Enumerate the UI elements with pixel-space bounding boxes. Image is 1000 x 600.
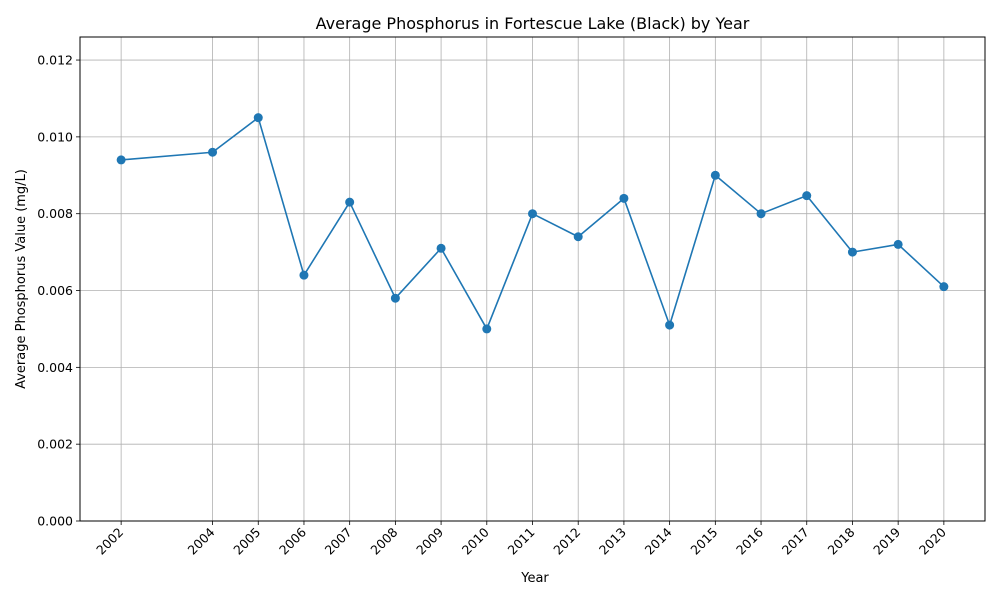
data-points bbox=[116, 113, 949, 334]
y-tick-label: 0.010 bbox=[37, 129, 73, 144]
data-point bbox=[528, 209, 537, 219]
data-point bbox=[756, 209, 766, 219]
data-point bbox=[208, 147, 218, 157]
y-axis: 0.000 0.002 0.004 0.006 0.008 0.010 0.012 bbox=[37, 53, 80, 529]
y-tick-label: 0.012 bbox=[37, 53, 73, 68]
data-point bbox=[345, 197, 355, 207]
series-line bbox=[121, 116, 945, 330]
data-point bbox=[253, 113, 263, 123]
data-point bbox=[573, 232, 583, 242]
data-point bbox=[482, 324, 492, 334]
data-point bbox=[665, 320, 675, 330]
y-tick-label: 0.008 bbox=[37, 206, 73, 221]
data-point bbox=[299, 270, 309, 280]
y-tick-label: 0.002 bbox=[37, 437, 73, 452]
x-axis-label: Year bbox=[520, 571, 549, 586]
data-point bbox=[390, 293, 400, 303]
y-tick-label: 0.000 bbox=[37, 514, 73, 529]
y-tick-label: 0.006 bbox=[37, 283, 73, 298]
data-point bbox=[802, 191, 812, 201]
data-point bbox=[436, 243, 446, 253]
data-point bbox=[710, 170, 720, 180]
series-line-layer bbox=[121, 116, 945, 330]
data-point bbox=[116, 155, 126, 165]
grid bbox=[80, 37, 985, 522]
y-tick-label: 0.004 bbox=[37, 360, 73, 375]
chart-title: Average Phosphorus in Fortescue Lake (Bl… bbox=[316, 14, 750, 33]
data-point bbox=[939, 282, 949, 292]
data-point bbox=[893, 239, 903, 249]
y-axis-label: Average Phosphorus Value (mg/L) bbox=[14, 169, 29, 389]
data-point bbox=[619, 193, 629, 203]
data-point bbox=[847, 247, 857, 257]
